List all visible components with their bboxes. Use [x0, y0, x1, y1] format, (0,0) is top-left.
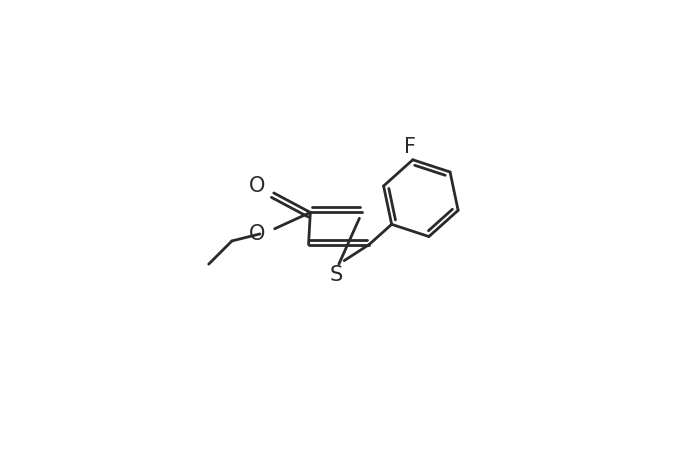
- Text: S: S: [329, 265, 342, 285]
- Text: F: F: [404, 137, 416, 156]
- Text: O: O: [249, 176, 265, 196]
- Text: O: O: [249, 224, 265, 244]
